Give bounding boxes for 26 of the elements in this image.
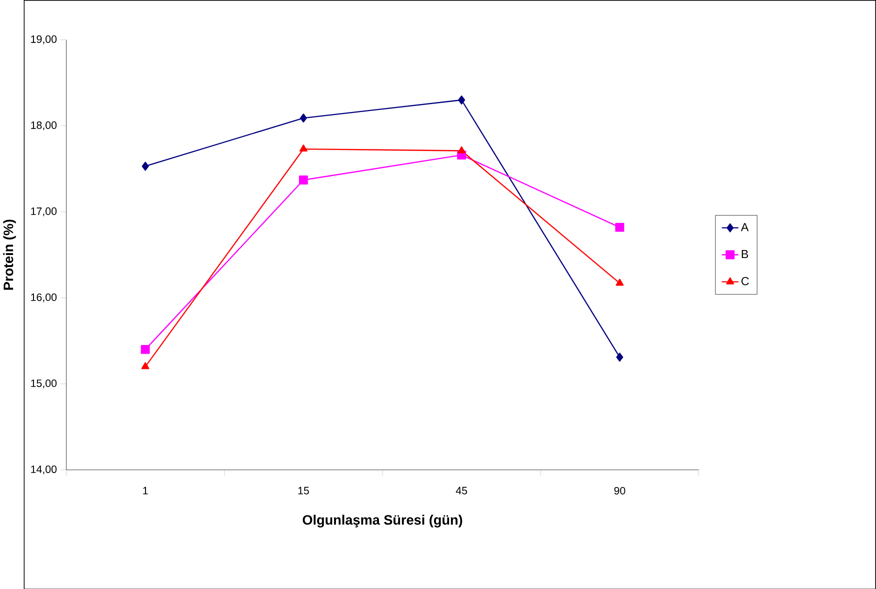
x-tick-label: 15 xyxy=(298,486,309,494)
point xyxy=(141,362,150,369)
point xyxy=(615,222,624,232)
y-tick-label: 19,00 xyxy=(31,35,57,44)
point xyxy=(300,113,307,122)
legend-label: A xyxy=(740,222,749,231)
y-tick-label: 15,00 xyxy=(31,379,57,388)
point xyxy=(458,146,466,154)
y-axis-title: Protein (%) xyxy=(3,219,16,290)
y-tick-label: 14,00 xyxy=(31,465,57,474)
legend-label: C xyxy=(741,276,749,285)
point xyxy=(300,144,308,152)
y-tick-label: 17,00 xyxy=(31,207,57,216)
point xyxy=(616,352,624,362)
y-tick-label: 18,00 xyxy=(31,121,57,130)
point xyxy=(140,344,150,354)
point xyxy=(616,278,624,286)
y-tick-label: 16,00 xyxy=(31,293,57,302)
legend-label: B xyxy=(742,250,748,258)
point xyxy=(298,175,308,184)
point xyxy=(458,95,466,104)
x-tick-label: 1 xyxy=(143,486,148,494)
x-tick-label: 90 xyxy=(614,486,626,494)
point xyxy=(142,162,149,170)
x-axis-title: Olgunlaşma Süresi (gün) xyxy=(302,514,462,528)
x-tick-label: 45 xyxy=(456,486,468,494)
